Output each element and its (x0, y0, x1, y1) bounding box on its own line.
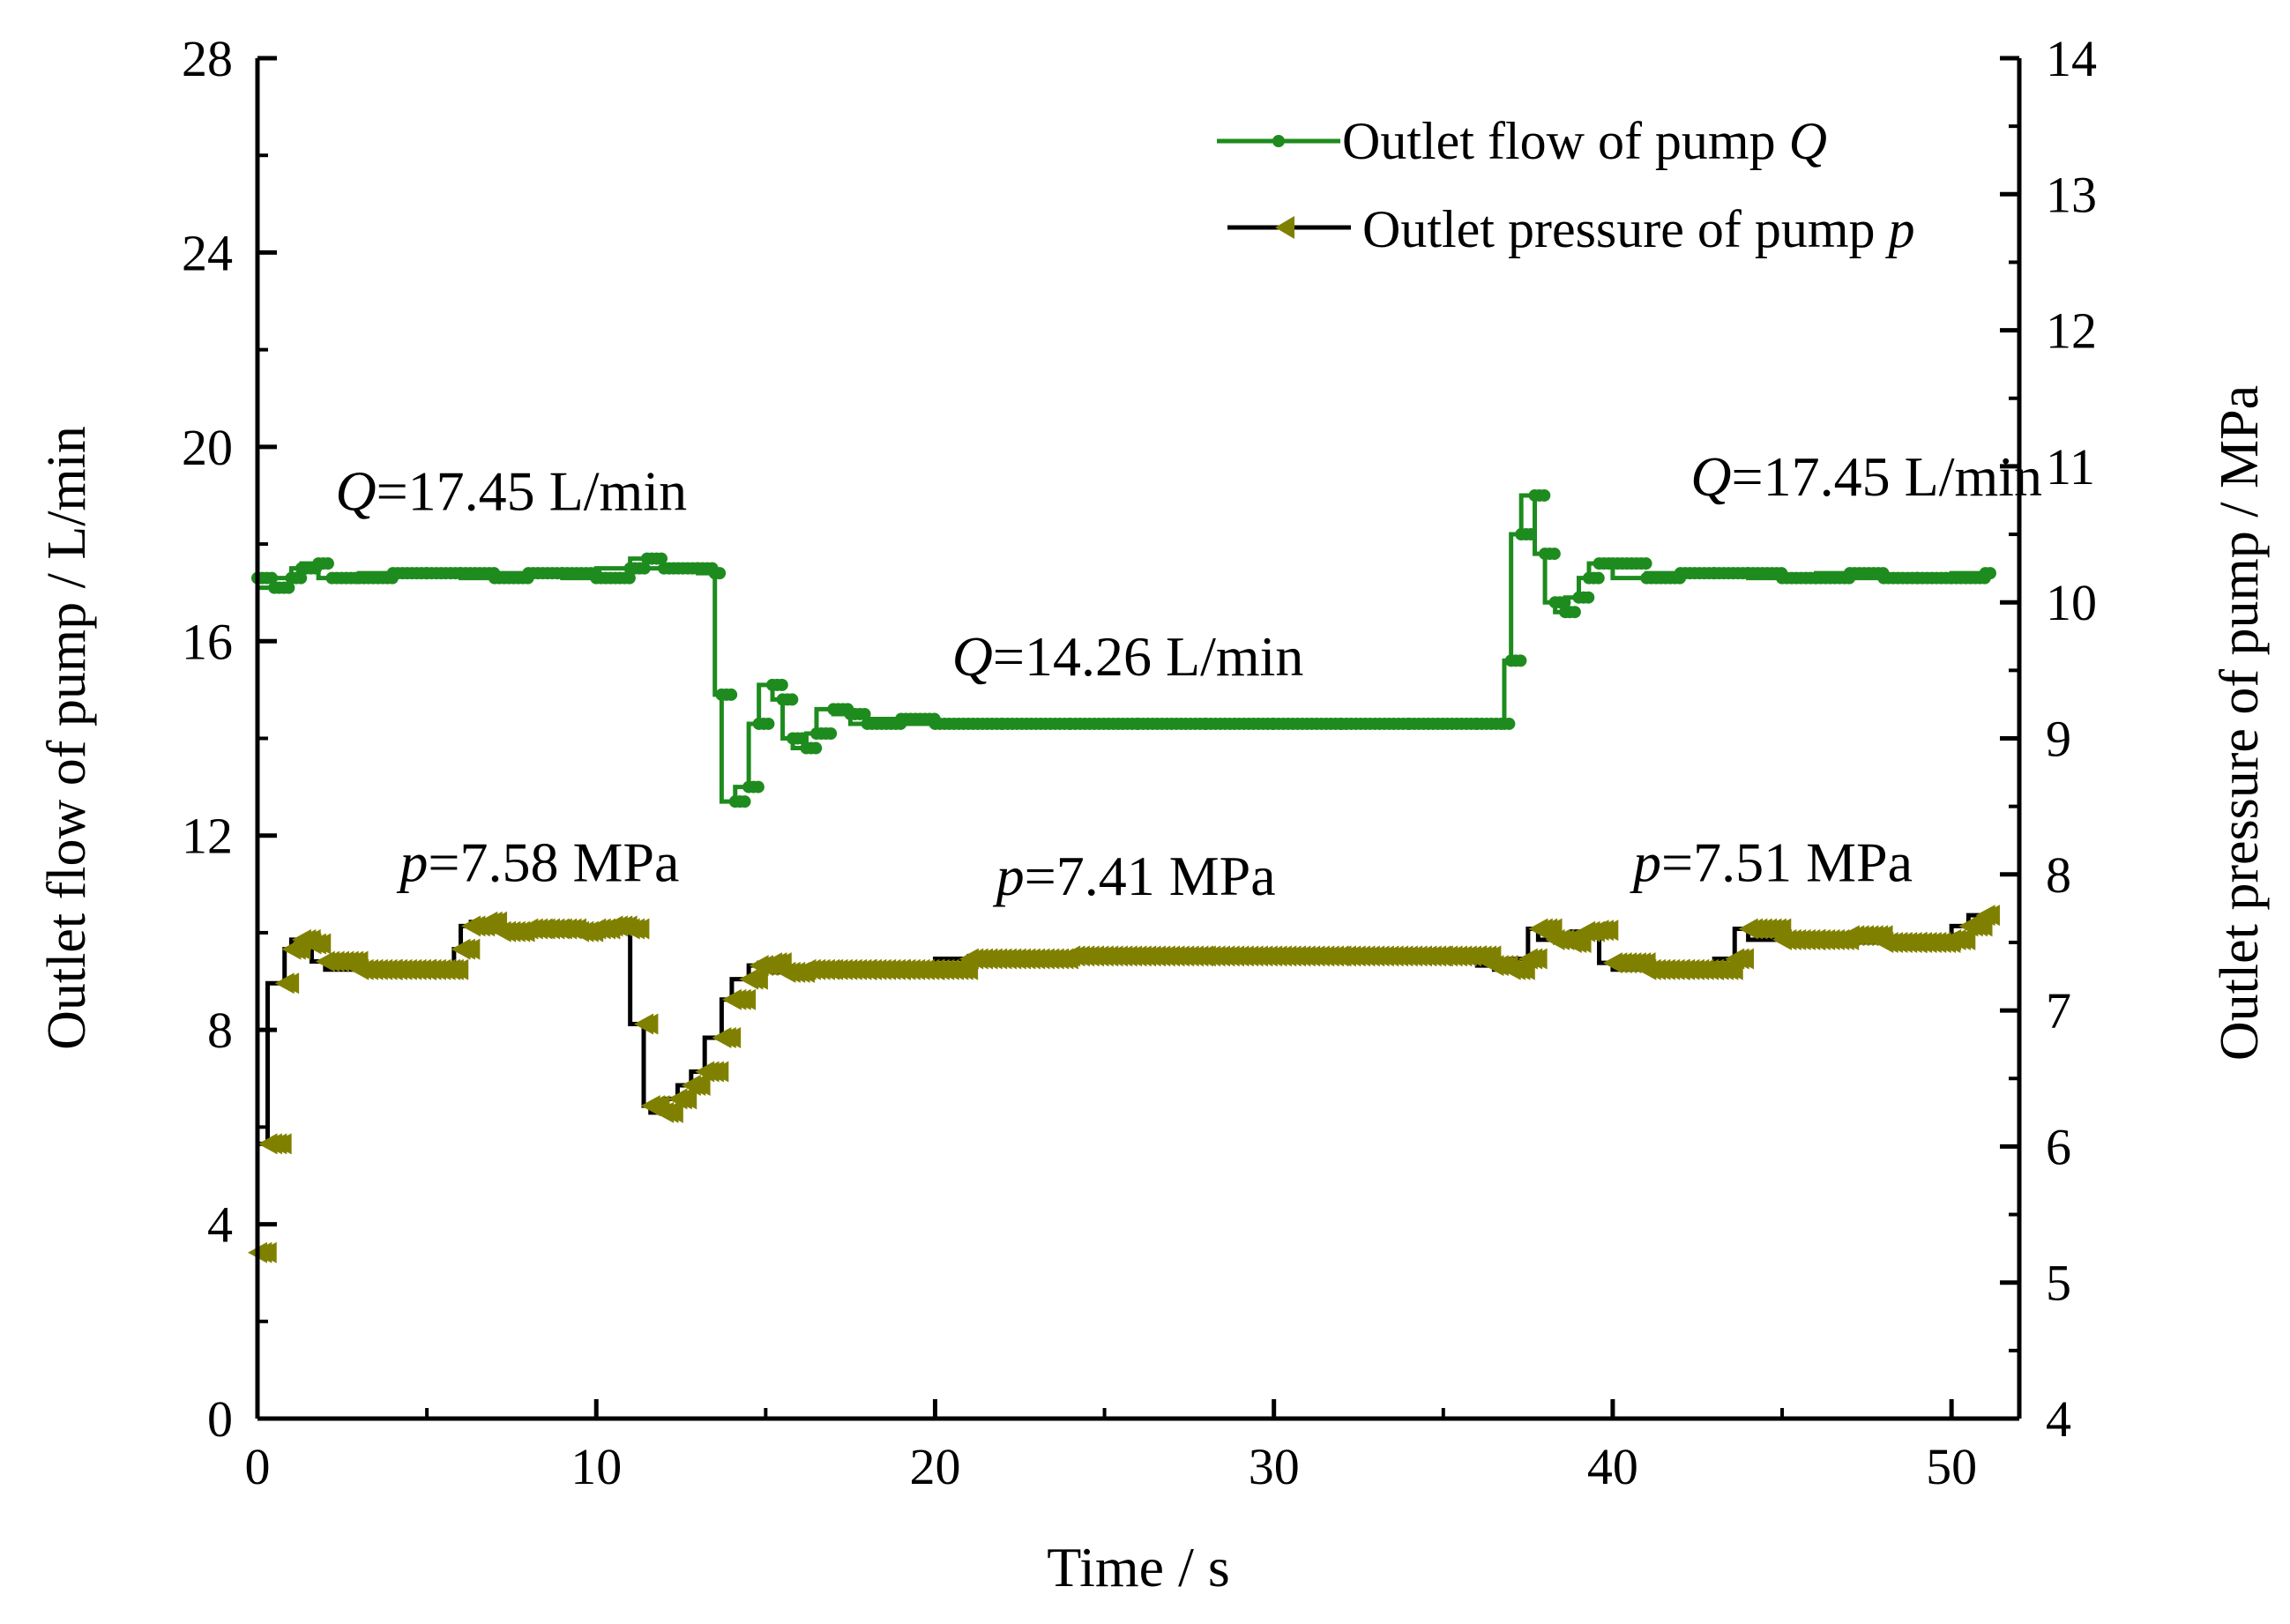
y-left-tick-label: 20 (182, 419, 233, 476)
flow-point (751, 780, 765, 793)
pressure-point (690, 1074, 711, 1096)
flow-point (295, 571, 308, 585)
pressure-point (460, 938, 481, 960)
pressure-point (748, 968, 768, 990)
y-right-tick-label: 13 (2046, 166, 2097, 223)
flow-point (282, 581, 295, 594)
value-annotations: Q=17.45 L/min Q=14.26 L/min Q=17.45 L/min p… (335, 445, 2042, 907)
series-outlet-pressure (248, 905, 2000, 1263)
y-left-tick-label: 28 (182, 30, 233, 87)
flow-point (824, 726, 838, 740)
pressure-point (630, 918, 650, 940)
pressure-point (280, 972, 300, 995)
flow-point (1558, 596, 1571, 609)
flow-point (1983, 567, 1996, 580)
pressure-point (638, 1013, 659, 1035)
flow-point (321, 557, 334, 570)
y-right-tick-label: 6 (2046, 1118, 2071, 1175)
pressure-point (311, 933, 332, 955)
x-tick-label: 50 (1926, 1438, 1977, 1495)
flow-point (1514, 654, 1527, 667)
pressure-point (1980, 905, 2000, 927)
y-right-tick-label: 14 (2046, 30, 2097, 87)
legend: Outlet flow of pump Q Outlet pressure of… (1217, 112, 1915, 258)
pressure-point (1599, 920, 1619, 942)
y-right-tick-label: 9 (2046, 711, 2071, 768)
flow-point (265, 571, 279, 585)
legend-pressure-label: Outlet pressure of pump p (1362, 200, 1915, 258)
legend-flow-marker (1272, 135, 1285, 147)
legend-item-flow: Outlet flow of pump Q (1217, 112, 1827, 170)
flow-point (775, 678, 788, 691)
series-outlet-flow (251, 488, 1996, 808)
pressure-point (1734, 948, 1755, 970)
flow-point (623, 571, 636, 585)
y-axis-right-label: Outlet pressure of pump / MPa (2210, 385, 2270, 1061)
y-left-tick-label: 24 (182, 224, 233, 281)
flow-point (1592, 571, 1605, 585)
flow-point (1568, 606, 1581, 619)
y-left-tick-label: 8 (207, 1002, 233, 1059)
x-tick-label: 40 (1587, 1438, 1638, 1495)
x-tick-label: 30 (1249, 1438, 1300, 1495)
y-right-tick-label: 12 (2046, 302, 2097, 360)
value-annotation: p=7.41 MPa (993, 845, 1276, 907)
pressure-point (272, 1133, 292, 1155)
y-left-tick-label: 16 (182, 613, 233, 670)
y-right-tick-label: 7 (2046, 982, 2071, 1039)
pressure-point (721, 1026, 742, 1048)
flow-point (638, 562, 651, 575)
y-right-tick-label: 10 (2046, 574, 2097, 631)
flow-point (1503, 717, 1516, 730)
y-left-tick-label: 4 (207, 1196, 233, 1254)
pressure-point (709, 1061, 729, 1083)
flow-point (1538, 488, 1551, 502)
flow-point (795, 732, 809, 745)
flow-point (858, 707, 871, 720)
pressure-point (257, 1241, 277, 1263)
pressure-point (1527, 948, 1548, 970)
y-left-tick-label: 12 (182, 808, 233, 865)
flow-point (713, 567, 727, 580)
x-tick-label: 20 (909, 1438, 960, 1495)
y-right-tick-label: 4 (2046, 1390, 2071, 1448)
pressure-point (449, 958, 469, 980)
pressure-point (677, 1088, 697, 1110)
pressure-point (736, 988, 757, 1010)
flow-point (1582, 591, 1595, 604)
value-annotation: p=7.58 MPa (396, 831, 679, 894)
flow-point (655, 552, 668, 565)
plot-layer (248, 488, 2000, 1263)
y-axis-left-label: Outlet flow of pump / L/min (37, 426, 97, 1050)
flow-point (1548, 548, 1561, 561)
legend-pressure-marker (1275, 216, 1294, 239)
flow-point (762, 717, 775, 730)
pressure-point (663, 1101, 683, 1123)
flow-point (786, 693, 799, 706)
value-annotation: p=7.51 MPa (1630, 831, 1913, 894)
flow-point (1524, 528, 1537, 541)
y-right-tick-label: 8 (2046, 846, 2071, 904)
x-axis-label: Time / s (1047, 1536, 1230, 1598)
flow-point (725, 688, 738, 701)
y-right-tick-label: 5 (2046, 1255, 2071, 1312)
value-annotation: Q=14.26 L/min (952, 625, 1304, 688)
flow-point (738, 795, 751, 808)
y-right-tick-label: 11 (2046, 438, 2095, 495)
value-annotation: Q=17.45 L/min (335, 459, 687, 522)
y-left-tick-label: 0 (207, 1390, 233, 1448)
axis-titles: Time / s Outlet flow of pump / L/min Out… (37, 385, 2270, 1598)
pressure-point (1956, 928, 1976, 950)
flow-point (1639, 557, 1652, 570)
axis-ticks: 0 10 20 30 40 50 0 4 8 12 16 20 24 28 4 5 6 7 8 9 10 11 12 13 14 (182, 30, 2097, 1495)
value-annotation: Q=17.45 L/min (1690, 445, 2042, 508)
plot-frame (255, 58, 2022, 1421)
legend-item-pressure: Outlet pressure of pump p (1227, 200, 1915, 258)
flow-point (809, 741, 823, 755)
x-tick-label: 0 (245, 1438, 271, 1495)
x-tick-label: 10 (571, 1438, 622, 1495)
legend-flow-label: Outlet flow of pump Q (1342, 112, 1827, 170)
